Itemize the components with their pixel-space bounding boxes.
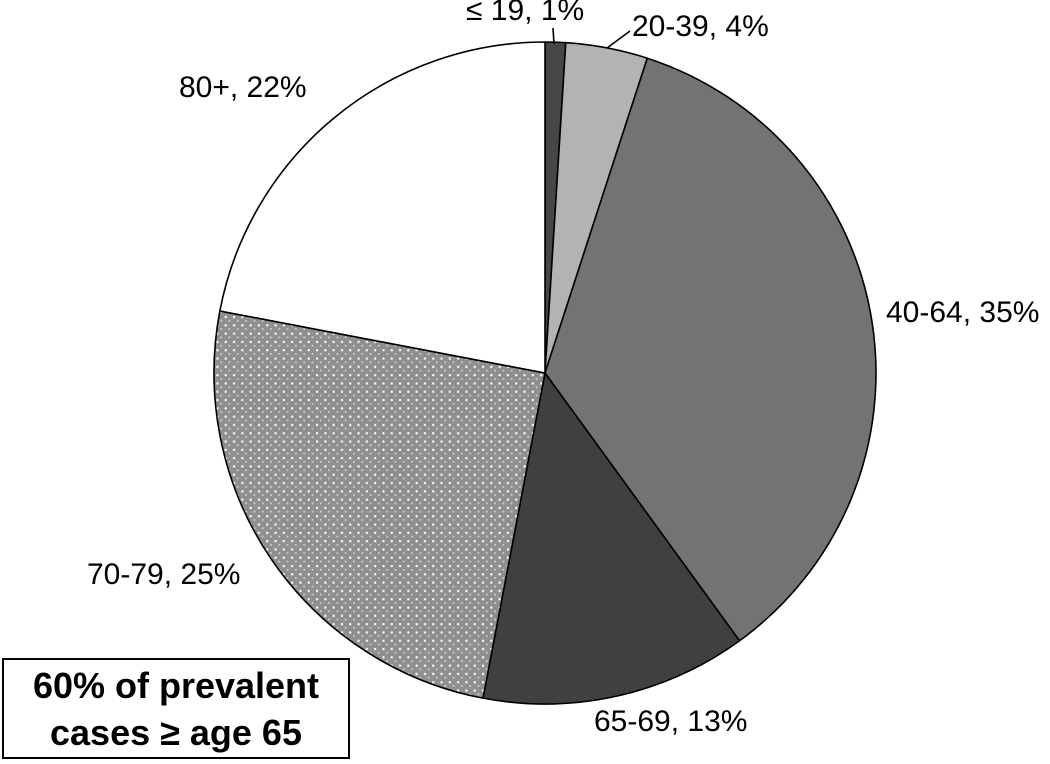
pie-slices-group [213,41,877,705]
annotation-line-2: cases ≥ age 65 [50,711,302,753]
pie-slice-70-79 [213,310,546,699]
slice-label-20-39: 20-39, 4% [632,10,769,43]
leader-line-le19 [552,27,555,45]
slice-label-80plus: 80+, 22% [179,71,307,104]
pie-slice-65-69 [482,372,741,705]
pie-slice-40-64 [544,57,877,642]
slice-label-under19: ≤ 19, 1% [466,0,585,27]
slice-label-65-69: 65-69, 13% [594,705,748,738]
annotation-box: 60% of prevalent cases ≥ age 65 [2,658,350,759]
slice-label-70-79: 70-79, 25% [87,558,241,591]
slice-label-40-64: 40-64, 35% [886,296,1040,329]
pie-slice-80+ [219,41,546,374]
annotation-line-1: 60% of prevalent [32,664,320,706]
leader-line-20-39 [606,30,631,49]
